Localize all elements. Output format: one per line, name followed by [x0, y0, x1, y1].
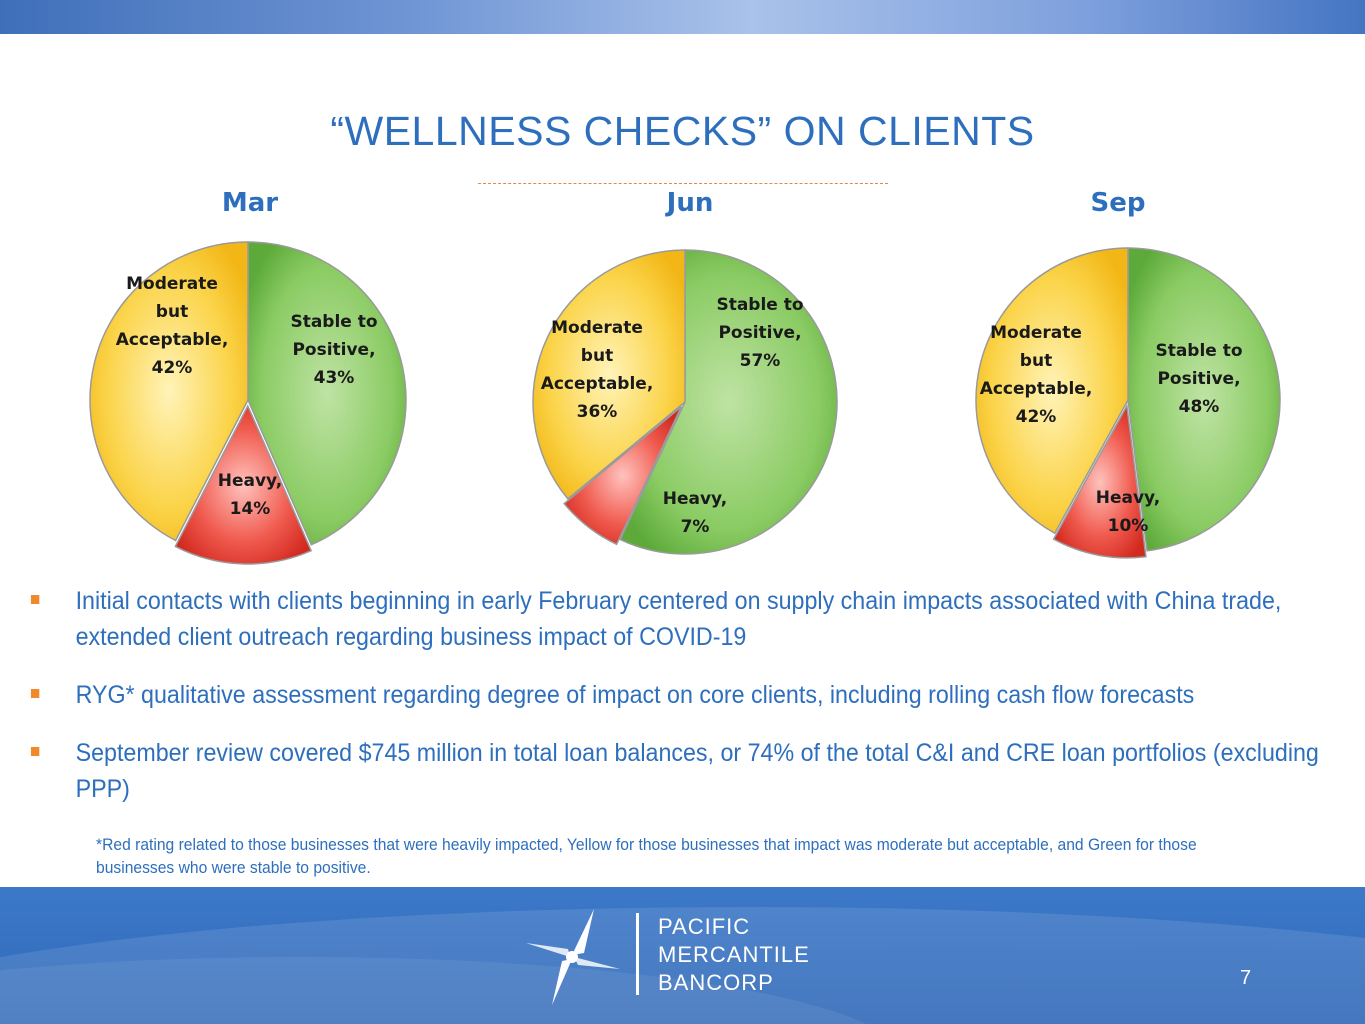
bullet-list: Initial contacts with clients beginning … [30, 583, 1330, 807]
pie-chart-jun: Stable to Positive, 57% Heavy, 7% Moderate but… [532, 249, 838, 555]
data-label-heavy: Heavy, 7% [663, 489, 728, 537]
bullet-text: RYG* qualitative assessment regarding de… [75, 681, 1195, 709]
logo-divider [636, 913, 639, 995]
footer-band: PACIFIC MERCANTILE BANCORP 7 [0, 887, 1365, 1024]
top-banner [0, 0, 1365, 34]
square-bullet-icon [30, 747, 40, 756]
wordmark-line-2: MERCANTILE [658, 942, 810, 967]
data-label-stable-to-positive: Stable to Positive, 48% [1155, 341, 1242, 417]
pie-chart-mar: Stable to Positive, 43% Heavy, 14% Moderate bu… [89, 241, 407, 565]
pie-slice-heavy [1052, 403, 1147, 559]
pie-slice-heavy [174, 404, 313, 565]
data-label-heavy: Heavy, 14% [218, 471, 283, 519]
page-number: 7 [1240, 967, 1252, 989]
footnote: *Red rating related to those businesses … [96, 835, 1197, 877]
pie-slice-stable-to-positive [247, 241, 407, 546]
data-label-stable-to-positive: Stable to Positive, 43% [290, 312, 377, 388]
chart-title-sep: Sep [1090, 188, 1146, 218]
bullet-item: RYG* qualitative assessment regarding de… [30, 677, 1359, 713]
wordmark-line-3: BANCORP [658, 970, 774, 995]
page-title: “WELLNESS CHECKS” ON CLIENTS [330, 108, 1035, 154]
chart-title-mar: Mar [221, 188, 279, 218]
company-wordmark: PACIFIC MERCANTILE BANCORP [658, 913, 810, 997]
bullet-item: September review covered $745 million in… [30, 735, 1359, 807]
bullet-text: Initial contacts with clients beginning … [75, 587, 1282, 651]
data-label-stable-to-positive: Stable to Positive, 57% [716, 295, 803, 371]
square-bullet-icon [30, 595, 40, 604]
pie-chart-sep: Stable to Positive, 48% Heavy, 10% Moderate bu… [975, 247, 1281, 559]
bullet-item: Initial contacts with clients beginning … [30, 583, 1359, 655]
pie-slice-moderate-but-acceptable [975, 247, 1129, 535]
data-label-moderate-but-acceptable: Moderate but Acceptable, 36% [541, 318, 654, 422]
wordmark-line-1: PACIFIC [658, 914, 751, 939]
pie-slice-stable-to-positive [1127, 247, 1281, 552]
title-underline [478, 183, 888, 184]
pie-slice-moderate-but-acceptable [532, 249, 686, 500]
data-label-heavy: Heavy, 10% [1096, 488, 1161, 536]
square-bullet-icon [30, 689, 40, 698]
pie-slice-moderate-but-acceptable [89, 241, 249, 542]
data-label-moderate-but-acceptable: Moderate but Acceptable, 42% [980, 323, 1093, 427]
pie-charts: Stable to Positive, 43% Heavy, 14% Moderate bu… [89, 241, 1281, 565]
chart-title-jun: Jun [666, 188, 714, 218]
bullet-text: September review covered $745 million in… [75, 739, 1319, 803]
pie-slice-heavy [563, 406, 683, 546]
pie-slice-stable-to-positive [619, 249, 838, 555]
data-label-moderate-but-acceptable: Moderate but Acceptable, 42% [116, 274, 229, 378]
company-logo-icon [526, 909, 620, 1005]
